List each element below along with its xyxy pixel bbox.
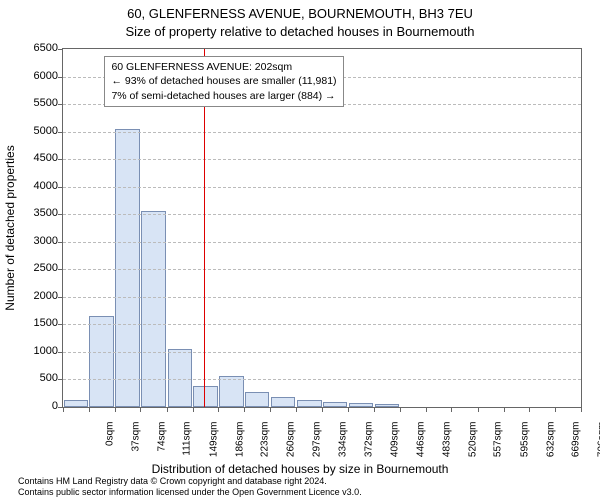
y-tick-label: 5000: [8, 125, 58, 137]
y-tick-label: 4000: [8, 180, 58, 192]
histogram-bar: [271, 397, 296, 407]
histogram-bar: [323, 402, 348, 407]
y-axis-label: Number of detached properties: [3, 145, 17, 310]
y-tick-label: 3500: [8, 207, 58, 219]
x-tick-label: 111sqm: [182, 422, 193, 472]
histogram-bar: [349, 403, 374, 407]
x-tick-label: 557sqm: [493, 422, 504, 472]
histogram-bar: [297, 400, 322, 407]
x-tick-label: 74sqm: [156, 422, 167, 472]
histogram-bar: [245, 392, 270, 407]
grid-line: [63, 324, 581, 325]
x-axis-label: Distribution of detached houses by size …: [0, 462, 600, 476]
y-tick-label: 5500: [8, 97, 58, 109]
chart-title-line2: Size of property relative to detached ho…: [0, 24, 600, 39]
grid-line: [63, 379, 581, 380]
annotation-line: ← 93% of detached houses are smaller (11…: [111, 74, 336, 88]
x-tick-label: 483sqm: [441, 422, 452, 472]
y-tickmark: [58, 77, 63, 78]
x-tickmark: [478, 407, 479, 412]
grid-line: [63, 214, 581, 215]
x-tick-label: 334sqm: [337, 422, 348, 472]
x-tickmark: [193, 407, 194, 412]
chart-title-line1: 60, GLENFERNESS AVENUE, BOURNEMOUTH, BH3…: [0, 6, 600, 21]
histogram-bar: [89, 316, 114, 407]
x-tick-label: 149sqm: [208, 422, 219, 472]
x-tick-label: 0sqm: [105, 422, 116, 472]
x-tickmark: [89, 407, 90, 412]
x-tickmark: [374, 407, 375, 412]
x-tickmark: [581, 407, 582, 412]
y-tick-label: 0: [8, 400, 58, 412]
x-tick-label: 260sqm: [286, 422, 297, 472]
x-tick-label: 669sqm: [571, 422, 582, 472]
x-tickmark: [504, 407, 505, 412]
y-tickmark: [58, 132, 63, 133]
y-tick-label: 6500: [8, 42, 58, 54]
footer-attribution: Contains HM Land Registry data © Crown c…: [18, 476, 362, 498]
y-tick-label: 500: [8, 372, 58, 384]
y-tick-label: 3000: [8, 235, 58, 247]
x-tickmark: [555, 407, 556, 412]
y-tick-label: 2500: [8, 262, 58, 274]
histogram-bar: [375, 404, 400, 407]
x-tickmark: [348, 407, 349, 412]
x-tickmark: [322, 407, 323, 412]
x-tick-label: 446sqm: [415, 422, 426, 472]
x-tick-label: 372sqm: [364, 422, 375, 472]
x-tick-label: 37sqm: [130, 422, 141, 472]
x-tick-label: 595sqm: [519, 422, 530, 472]
annotation-box: 60 GLENFERNESS AVENUE: 202sqm← 93% of de…: [104, 56, 343, 107]
grid-line: [63, 297, 581, 298]
y-tickmark: [58, 159, 63, 160]
x-tick-label: 632sqm: [545, 422, 556, 472]
grid-line: [63, 352, 581, 353]
histogram-bar: [64, 400, 89, 407]
histogram-bar: [168, 349, 193, 407]
x-tick-label: 409sqm: [390, 422, 401, 472]
y-tickmark: [58, 49, 63, 50]
annotation-line: 60 GLENFERNESS AVENUE: 202sqm: [111, 60, 336, 74]
x-tickmark: [400, 407, 401, 412]
y-tickmark: [58, 269, 63, 270]
y-tickmark: [58, 242, 63, 243]
y-tick-label: 6000: [8, 70, 58, 82]
x-tick-label: 186sqm: [234, 422, 245, 472]
x-tickmark: [270, 407, 271, 412]
y-tick-label: 2000: [8, 290, 58, 302]
histogram-bar: [115, 129, 140, 407]
x-tickmark: [167, 407, 168, 412]
y-tick-label: 1500: [8, 317, 58, 329]
x-tickmark: [426, 407, 427, 412]
grid-line: [63, 242, 581, 243]
x-tickmark: [140, 407, 141, 412]
x-tickmark: [529, 407, 530, 412]
grid-line: [63, 159, 581, 160]
x-tickmark: [218, 407, 219, 412]
histogram-bar: [193, 386, 218, 407]
y-tick-label: 4500: [8, 152, 58, 164]
y-tickmark: [58, 187, 63, 188]
annotation-line: 7% of semi-detached houses are larger (8…: [111, 89, 336, 103]
x-tick-label: 520sqm: [467, 422, 478, 472]
x-tickmark: [115, 407, 116, 412]
grid-line: [63, 269, 581, 270]
y-tick-label: 1000: [8, 345, 58, 357]
x-tickmark: [244, 407, 245, 412]
y-tickmark: [58, 324, 63, 325]
x-tickmark: [451, 407, 452, 412]
x-tickmark: [296, 407, 297, 412]
y-tickmark: [58, 352, 63, 353]
y-tickmark: [58, 379, 63, 380]
grid-line: [63, 187, 581, 188]
x-tickmark: [63, 407, 64, 412]
y-tickmark: [58, 104, 63, 105]
y-tickmark: [58, 297, 63, 298]
x-tick-label: 223sqm: [260, 422, 271, 472]
chart-plot-area: 60 GLENFERNESS AVENUE: 202sqm← 93% of de…: [62, 48, 582, 408]
x-tick-label: 297sqm: [312, 422, 323, 472]
grid-line: [63, 132, 581, 133]
y-tickmark: [58, 214, 63, 215]
